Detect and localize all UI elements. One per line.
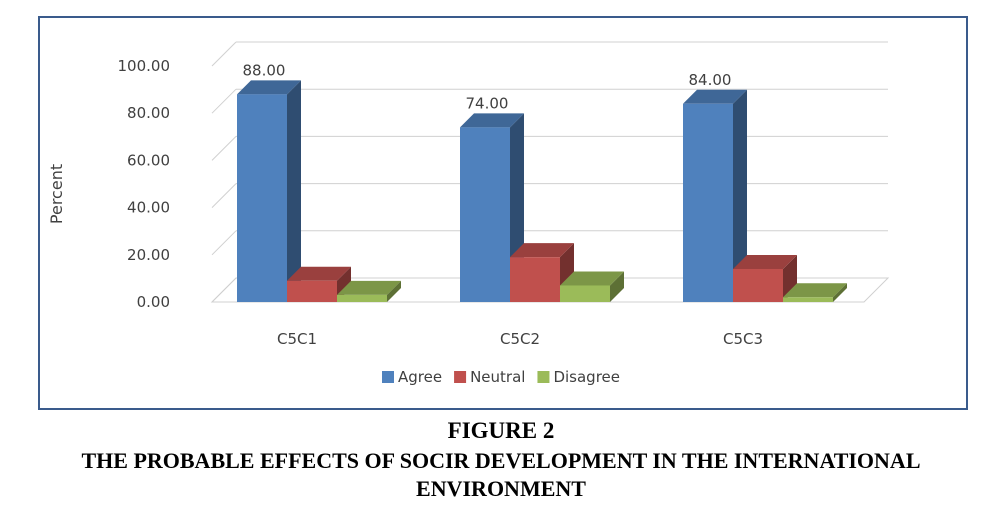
figure-title: THE PROBABLE EFFECTS OF SOCIR DEVELOPMEN… bbox=[81, 448, 921, 473]
bar-top bbox=[237, 80, 301, 95]
bar-top bbox=[287, 266, 351, 281]
bar-neutral-c5c2 bbox=[510, 257, 560, 302]
x-tick-label: C5C2 bbox=[500, 330, 540, 348]
legend-label: Agree bbox=[398, 368, 442, 386]
bar-top bbox=[733, 254, 797, 269]
bar-agree-c5c3 bbox=[683, 103, 733, 302]
bar-top bbox=[337, 280, 401, 295]
data-label: 74.00 bbox=[466, 94, 509, 112]
y-tick-label: 80.00 bbox=[127, 104, 170, 122]
gridline-depth bbox=[211, 88, 237, 114]
bar-top bbox=[560, 271, 624, 286]
x-tick-label: C5C1 bbox=[277, 330, 317, 348]
bar-disagree-c5c3 bbox=[783, 297, 833, 302]
bar-agree-c5c1 bbox=[237, 94, 287, 302]
chart-floor bbox=[210, 277, 890, 303]
x-tick-label: C5C3 bbox=[723, 330, 763, 348]
y-tick-label: 100.00 bbox=[118, 57, 171, 75]
y-tick-label: 40.00 bbox=[127, 199, 170, 217]
y-axis-title: Percent bbox=[47, 164, 66, 224]
gridline-depth bbox=[211, 136, 237, 161]
bar-side bbox=[833, 283, 847, 302]
bar-neutral-c5c1 bbox=[287, 280, 337, 302]
gridline-depth bbox=[211, 41, 237, 67]
bar-disagree-c5c2 bbox=[560, 285, 610, 302]
bar-chart: 0.00 20.00 40.00 60.00 80.00 100.00 Percent 88.… bbox=[47, 41, 890, 386]
gridline-depth bbox=[211, 183, 237, 208]
bar-side bbox=[610, 271, 624, 302]
bar-side bbox=[387, 280, 401, 302]
bar-top bbox=[460, 113, 524, 128]
y-tick-label: 20.00 bbox=[127, 246, 170, 264]
bar-top bbox=[683, 89, 747, 104]
y-tick-label: 0.00 bbox=[137, 293, 170, 311]
figure-label: FIGURE 2 bbox=[447, 418, 555, 443]
bar-disagree-c5c1 bbox=[337, 294, 387, 302]
bar-side bbox=[733, 89, 747, 302]
legend-label: Neutral bbox=[470, 368, 525, 386]
legend-swatch bbox=[537, 371, 550, 383]
bar-top bbox=[510, 243, 574, 258]
gridline-depth bbox=[211, 230, 237, 256]
bar-neutral-c5c3 bbox=[733, 268, 783, 302]
figure-title-continued: ENVIRONMENT bbox=[416, 476, 586, 501]
bar-agree-c5c2 bbox=[460, 127, 510, 302]
y-tick-label: 60.00 bbox=[127, 151, 170, 169]
data-label: 84.00 bbox=[689, 71, 732, 89]
chart-frame: 0.00 20.00 40.00 60.00 80.00 100.00 Percent 88.… bbox=[38, 16, 968, 410]
legend-swatch bbox=[454, 371, 467, 383]
legend-swatch bbox=[382, 371, 394, 383]
bar-side bbox=[287, 80, 301, 302]
data-label: 88.00 bbox=[243, 61, 286, 79]
legend-label: Disagree bbox=[553, 368, 620, 386]
bar-top bbox=[783, 283, 847, 298]
